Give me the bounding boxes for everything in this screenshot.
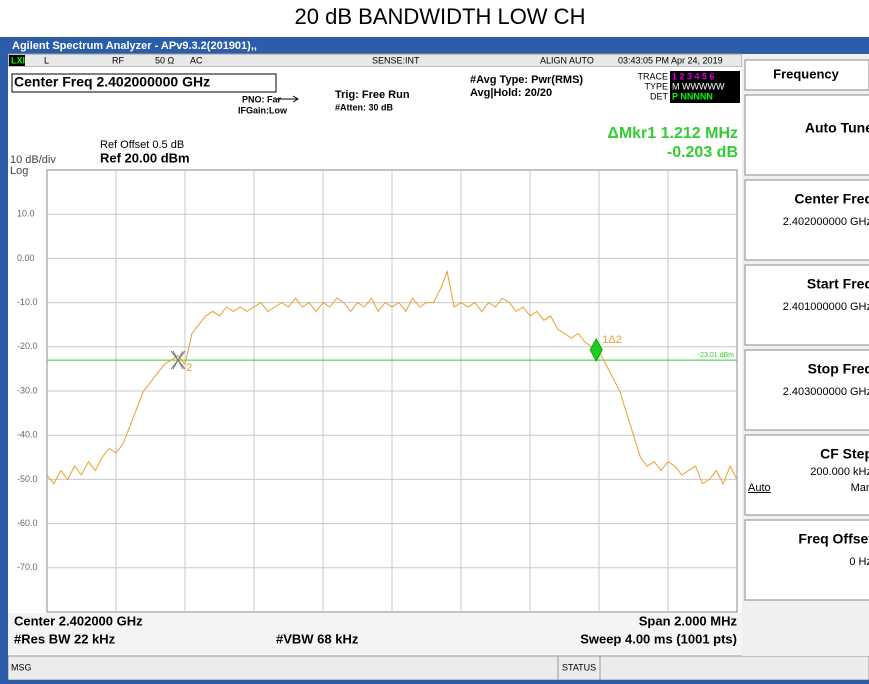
footer-sweep: Sweep 4.00 ms (1001 pts) — [580, 631, 737, 646]
softkey-label: Stop Freq — [808, 361, 869, 377]
scale: 10 dB/div — [10, 154, 56, 166]
y-tick-label: -10.0 — [17, 297, 38, 307]
footer-vbw: #VBW 68 kHz — [276, 631, 359, 646]
ref-level: Ref 20.00 dBm — [100, 150, 190, 165]
trig: Trig: Free Run — [335, 89, 410, 101]
softkey[interactable] — [744, 264, 869, 346]
scale-type: Log — [10, 165, 28, 177]
center-freq: Center Freq 2.402000000 GHz — [14, 74, 210, 90]
plot: 10.0 0.00 -10.0 -20.0 -30.0 -40.0 -50.0 -60.0 -7… — [17, 169, 738, 613]
trace-label: TRACE — [637, 71, 668, 81]
ifgain: IFGain:Low — [238, 105, 288, 115]
reference-marker — [170, 350, 186, 370]
det-label: DET — [650, 91, 669, 101]
y-tick-label: -50.0 — [17, 474, 38, 484]
delta-marker — [589, 337, 603, 362]
y-tick-label: -40.0 — [17, 430, 38, 440]
window-left — [0, 54, 8, 680]
trace-box — [670, 71, 740, 103]
lxi-icon — [9, 55, 25, 66]
message-bar — [7, 655, 869, 681]
softkey-header-box — [744, 59, 869, 91]
pno-arrow — [277, 95, 299, 103]
softkey[interactable] — [744, 179, 869, 261]
softkey-header: Frequency — [773, 66, 840, 81]
softkey[interactable] — [744, 519, 869, 601]
trace-value: 1 2 3 4 5 6 — [672, 71, 715, 81]
type-value: M WWWWW — [672, 81, 725, 91]
avg-type: #Avg Type: Pwr(RMS) — [470, 74, 583, 86]
y-tick-label: -20.0 — [17, 341, 38, 351]
y-tick-label: -60.0 — [17, 518, 38, 528]
softkey[interactable] — [744, 349, 869, 431]
softkey-value: 0 Hz — [849, 556, 869, 568]
msg: MSG — [11, 662, 32, 672]
softkey-value: 200.000 kHz — [810, 466, 869, 478]
softkey-label: Start Freq — [807, 276, 869, 292]
lxi: LXI — [11, 55, 25, 65]
softkey[interactable] — [744, 94, 869, 176]
marker-delta-freq: ΔMkr1 1.212 MHz — [607, 125, 738, 142]
softkey[interactable] — [744, 434, 869, 516]
coupling: AC — [190, 55, 203, 65]
rf: RF — [112, 55, 124, 65]
avg-hold: Avg|Hold: 20/20 — [470, 87, 552, 99]
status: STATUS — [562, 662, 596, 672]
input: L — [44, 55, 49, 65]
atten: #Atten: 30 dB — [335, 102, 394, 112]
page-title: 20 dB BANDWIDTH LOW CH — [295, 4, 586, 29]
softkey-value: 2.401000000 GHz — [783, 301, 869, 313]
softkey-panel: Frequency Auto Tune Center Freq 2.40200000… — [742, 54, 869, 656]
ref-offset: Ref Offset 0.5 dB — [100, 139, 184, 151]
y-tick-label: -70.0 — [17, 562, 38, 572]
y-tick-label: 10.0 — [17, 209, 35, 219]
softkey-label: CF Step — [820, 446, 869, 462]
align: ALIGN AUTO — [540, 55, 594, 65]
sense: SENSE:INT — [372, 55, 420, 65]
marker-label: 2 — [186, 362, 192, 374]
softkey-label: Auto Tune — [805, 120, 869, 136]
impedance: 50 Ω — [155, 55, 175, 65]
trace — [46, 269, 738, 486]
datetime: 03:43:05 PM Apr 24, 2019 — [618, 55, 723, 65]
softkey-value: 2.402000000 GHz — [783, 216, 869, 228]
softkey-label: Freq Offset — [798, 531, 869, 547]
pno: PNO: Far — [242, 94, 282, 104]
softkey-value: 2.403000000 GHz — [783, 386, 869, 398]
display-line-label: -23.01 dBm — [698, 352, 734, 359]
softkey-option: Man — [851, 482, 869, 494]
type-label: TYPE — [644, 81, 668, 91]
window-title-bar — [0, 37, 869, 54]
window-bottom — [0, 680, 869, 684]
footer-span: Span 2.000 MHz — [639, 613, 738, 628]
softkey-label: Center Freq — [794, 191, 869, 207]
y-tick-label: 0.00 — [17, 253, 35, 263]
marker-delta-amp: -0.203 dB — [667, 144, 738, 161]
footer-center: Center 2.402000 GHz — [14, 613, 143, 628]
center-freq-box — [11, 73, 277, 93]
marker-label: 1Δ2 — [602, 334, 622, 346]
softkey-option: Auto — [748, 482, 771, 494]
y-tick-label: -30.0 — [17, 385, 38, 395]
window-title: Agilent Spectrum Analyzer - APv9.3.2(201… — [12, 40, 257, 52]
footer-rbw: #Res BW 22 kHz — [14, 631, 116, 646]
det-value: P NNNNN — [672, 91, 713, 101]
